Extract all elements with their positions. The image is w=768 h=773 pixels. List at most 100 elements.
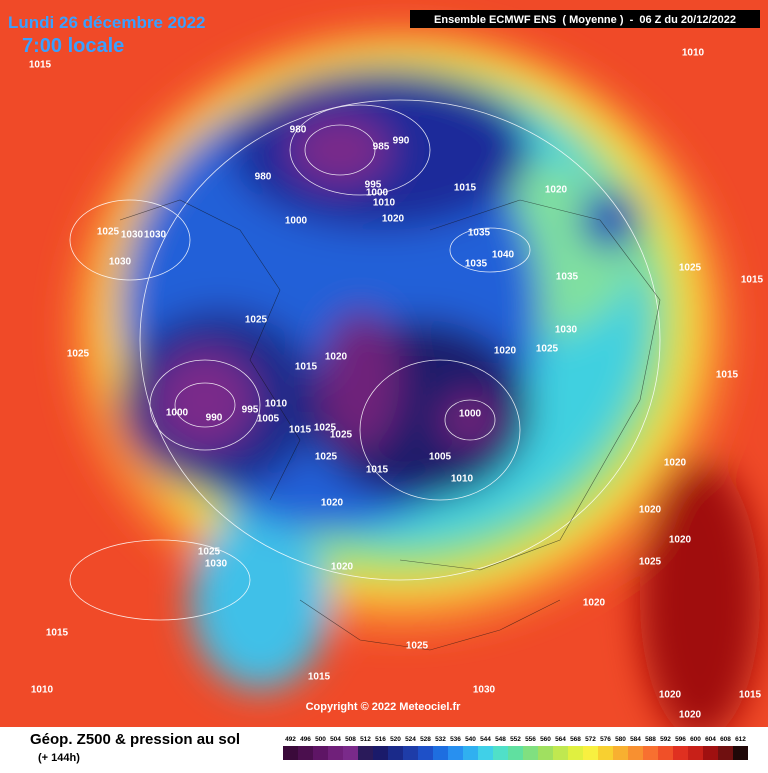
model-box bbox=[410, 10, 760, 28]
isobar-label: 1030 bbox=[473, 685, 496, 696]
isobar-label: 1015 bbox=[295, 362, 318, 373]
scale-label: 564 bbox=[555, 736, 566, 743]
isobar-label: 1025 bbox=[406, 641, 429, 652]
isobar-label: 1015 bbox=[454, 183, 477, 194]
scale-label: 544 bbox=[480, 736, 491, 743]
scale-label: 516 bbox=[375, 736, 386, 743]
isobar-label: 1020 bbox=[494, 346, 517, 357]
scale-label: 580 bbox=[615, 736, 626, 743]
scale-label: 560 bbox=[540, 736, 551, 743]
isobar-label: 1025 bbox=[245, 315, 268, 326]
isobar-label: 1020 bbox=[382, 214, 405, 225]
scale-label: 492 bbox=[285, 736, 296, 743]
isobar-label: 1020 bbox=[331, 562, 354, 573]
scale-label: 592 bbox=[660, 736, 671, 743]
isobar-label: 1025 bbox=[315, 452, 338, 463]
scale-label: 604 bbox=[705, 736, 716, 743]
isobar-label: 1000 bbox=[166, 408, 189, 419]
isobar-label: 1025 bbox=[679, 263, 702, 274]
isobar-label: 1015 bbox=[29, 60, 52, 71]
scale-label: 496 bbox=[300, 736, 311, 743]
isobar-label: 1020 bbox=[325, 352, 348, 363]
scale-swatch bbox=[628, 746, 643, 760]
isobar-label: 1030 bbox=[555, 325, 578, 336]
isobar-label: 1010 bbox=[682, 48, 705, 59]
isobar-label: 1025 bbox=[536, 344, 559, 355]
isobar-label: 1025 bbox=[314, 423, 337, 434]
isobar-label: 1030 bbox=[205, 559, 228, 570]
scale-swatch bbox=[688, 746, 703, 760]
scale-swatch bbox=[343, 746, 358, 760]
isobar-label: 995 bbox=[242, 405, 259, 416]
scale-swatch bbox=[733, 746, 748, 760]
scale-label: 548 bbox=[495, 736, 506, 743]
isobar-label: 1000 bbox=[366, 188, 389, 199]
scale-label: 576 bbox=[600, 736, 611, 743]
scale-label: 608 bbox=[720, 736, 731, 743]
isobar-label: 1025 bbox=[67, 349, 90, 360]
isobar-label: 1015 bbox=[741, 275, 764, 286]
isobar-label: 1015 bbox=[366, 465, 389, 476]
scale-label: 540 bbox=[465, 736, 476, 743]
isobar-label: 1035 bbox=[556, 272, 579, 283]
scale-label: 504 bbox=[330, 736, 341, 743]
isobar-label: 1035 bbox=[468, 228, 491, 239]
scale-label: 520 bbox=[390, 736, 401, 743]
isobar-label: 1020 bbox=[639, 505, 662, 516]
scale-swatch bbox=[403, 746, 418, 760]
scale-label: 500 bbox=[315, 736, 326, 743]
scale-swatch bbox=[658, 746, 673, 760]
scale-swatch bbox=[553, 746, 568, 760]
isobar-label: 1015 bbox=[308, 672, 331, 683]
isobar-label: 1000 bbox=[459, 409, 482, 420]
scale-swatch bbox=[418, 746, 433, 760]
isobar-label: 1030 bbox=[109, 257, 132, 268]
scale-label: 572 bbox=[585, 736, 596, 743]
date: Lundi 26 décembre 2022 bbox=[8, 13, 205, 32]
scale-swatch bbox=[388, 746, 403, 760]
isobar-label: 1015 bbox=[289, 425, 312, 436]
isobar-label: 1010 bbox=[373, 198, 396, 209]
time: 7:00 locale bbox=[22, 35, 124, 57]
scale-swatch bbox=[583, 746, 598, 760]
isobar-label: 1035 bbox=[465, 259, 488, 270]
scale-swatch bbox=[358, 746, 373, 760]
isobar-label: 1040 bbox=[492, 250, 515, 261]
isobar-label: 1020 bbox=[659, 690, 682, 701]
isobar-label: 1015 bbox=[739, 690, 762, 701]
scale-swatch bbox=[523, 746, 538, 760]
isobar-label: 990 bbox=[393, 136, 410, 147]
isobar-label: 1020 bbox=[669, 535, 692, 546]
scale-label: 612 bbox=[735, 736, 746, 743]
scale-swatch bbox=[463, 746, 478, 760]
scale-label: 524 bbox=[405, 736, 416, 743]
isobar-label: 1020 bbox=[545, 185, 568, 196]
isobar-label: 1025 bbox=[639, 557, 662, 568]
scale-label: 588 bbox=[645, 736, 656, 743]
isobar-label: 1025 bbox=[330, 430, 353, 441]
scale-label: 584 bbox=[630, 736, 641, 743]
scale-label: 596 bbox=[675, 736, 686, 743]
scale-swatch bbox=[298, 746, 313, 760]
scale-swatch bbox=[598, 746, 613, 760]
isobar-label: 1025 bbox=[97, 227, 120, 238]
isobar-label: 985 bbox=[373, 142, 390, 153]
isobar-label: 1020 bbox=[321, 498, 344, 509]
scale-swatch bbox=[643, 746, 658, 760]
footer-title: Géop. Z500 & pression au sol bbox=[30, 731, 240, 748]
scale-label: 556 bbox=[525, 736, 536, 743]
scale-swatch bbox=[718, 746, 733, 760]
scale-swatch bbox=[673, 746, 688, 760]
scale-swatch bbox=[478, 746, 493, 760]
isobar-label: 995 bbox=[365, 180, 382, 191]
scale-label: 528 bbox=[420, 736, 431, 743]
scale-swatch bbox=[568, 746, 583, 760]
isobar-label: 980 bbox=[255, 172, 272, 183]
scale-label: 508 bbox=[345, 736, 356, 743]
scale-swatch bbox=[328, 746, 343, 760]
scale-swatch bbox=[613, 746, 628, 760]
scale-swatch bbox=[448, 746, 463, 760]
scale-swatch bbox=[703, 746, 718, 760]
isobar-label: 1015 bbox=[716, 370, 739, 381]
